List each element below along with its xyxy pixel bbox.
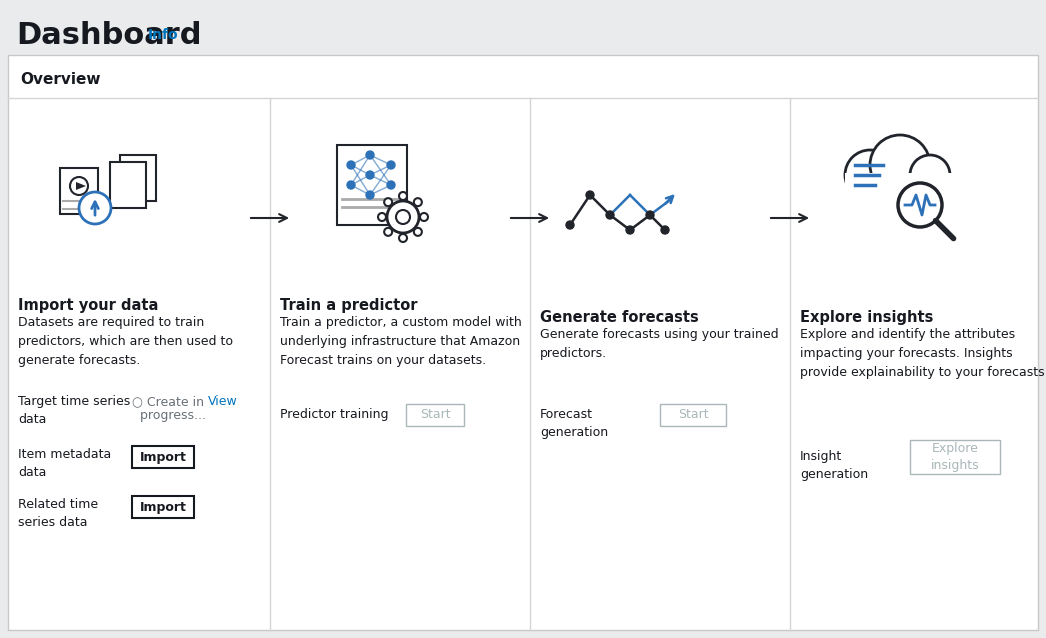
Bar	[132, 446, 194, 468]
Circle shape	[347, 181, 355, 189]
Text: Generate forecasts: Generate forecasts	[540, 310, 699, 325]
Text: Train a predictor, a custom model with
underlying infrastructure that Amazon
For: Train a predictor, a custom model with u…	[280, 316, 522, 367]
Circle shape	[366, 191, 374, 199]
Bar	[110, 162, 146, 208]
Text: Start: Start	[678, 408, 708, 422]
Text: Generate forecasts using your trained
predictors.: Generate forecasts using your trained pr…	[540, 328, 778, 360]
Circle shape	[399, 234, 407, 242]
Circle shape	[378, 213, 386, 221]
Bar	[120, 155, 156, 201]
Circle shape	[366, 171, 374, 179]
Text: Train a predictor: Train a predictor	[280, 298, 417, 313]
Circle shape	[566, 221, 574, 229]
Text: Start: Start	[419, 408, 451, 422]
Text: Datasets are required to train
predictors, which are then used to
generate forec: Datasets are required to train predictor…	[18, 316, 233, 367]
Bar	[132, 496, 194, 518]
Circle shape	[396, 210, 410, 224]
Circle shape	[910, 155, 950, 195]
Text: Dashboard: Dashboard	[16, 20, 202, 50]
Circle shape	[384, 228, 392, 236]
Circle shape	[347, 161, 355, 169]
Text: Related time
series data: Related time series data	[18, 498, 98, 529]
Text: Forecast
generation: Forecast generation	[540, 408, 608, 439]
Text: Explore
insights: Explore insights	[931, 442, 979, 472]
Text: Explore and identify the attributes
impacting your forecasts. Insights
provide e: Explore and identify the attributes impa…	[800, 328, 1046, 379]
Text: Predictor training: Predictor training	[280, 408, 388, 421]
Text: Import your data: Import your data	[18, 298, 158, 313]
Circle shape	[661, 226, 669, 234]
Circle shape	[646, 211, 654, 219]
Circle shape	[420, 213, 428, 221]
Text: Explore insights: Explore insights	[800, 310, 933, 325]
Circle shape	[384, 198, 392, 206]
Circle shape	[870, 135, 930, 195]
Bar	[60, 168, 98, 214]
Circle shape	[366, 151, 374, 159]
Circle shape	[586, 191, 594, 199]
Bar	[660, 404, 726, 426]
Text: Overview: Overview	[20, 73, 100, 87]
Circle shape	[387, 181, 395, 189]
Circle shape	[70, 177, 88, 195]
Text: Import: Import	[139, 450, 186, 463]
Polygon shape	[76, 182, 86, 190]
Circle shape	[606, 211, 614, 219]
Bar	[337, 145, 407, 225]
Text: Import: Import	[139, 500, 186, 514]
Circle shape	[626, 226, 634, 234]
Text: View: View	[208, 395, 237, 408]
Bar	[910, 440, 1000, 474]
Circle shape	[414, 198, 422, 206]
Bar	[406, 404, 464, 426]
Text: progress...: progress...	[132, 409, 206, 422]
Bar	[845, 173, 955, 203]
Circle shape	[414, 228, 422, 236]
Circle shape	[845, 150, 895, 200]
Text: Insight
generation: Insight generation	[800, 450, 868, 481]
Circle shape	[387, 161, 395, 169]
Circle shape	[79, 192, 111, 224]
Text: Item metadata
data: Item metadata data	[18, 448, 111, 479]
Text: Info: Info	[147, 28, 179, 42]
Circle shape	[387, 201, 419, 233]
Circle shape	[399, 192, 407, 200]
Text: ○ Create in: ○ Create in	[132, 395, 204, 408]
Text: Target time series
data: Target time series data	[18, 395, 131, 426]
Circle shape	[899, 183, 942, 227]
